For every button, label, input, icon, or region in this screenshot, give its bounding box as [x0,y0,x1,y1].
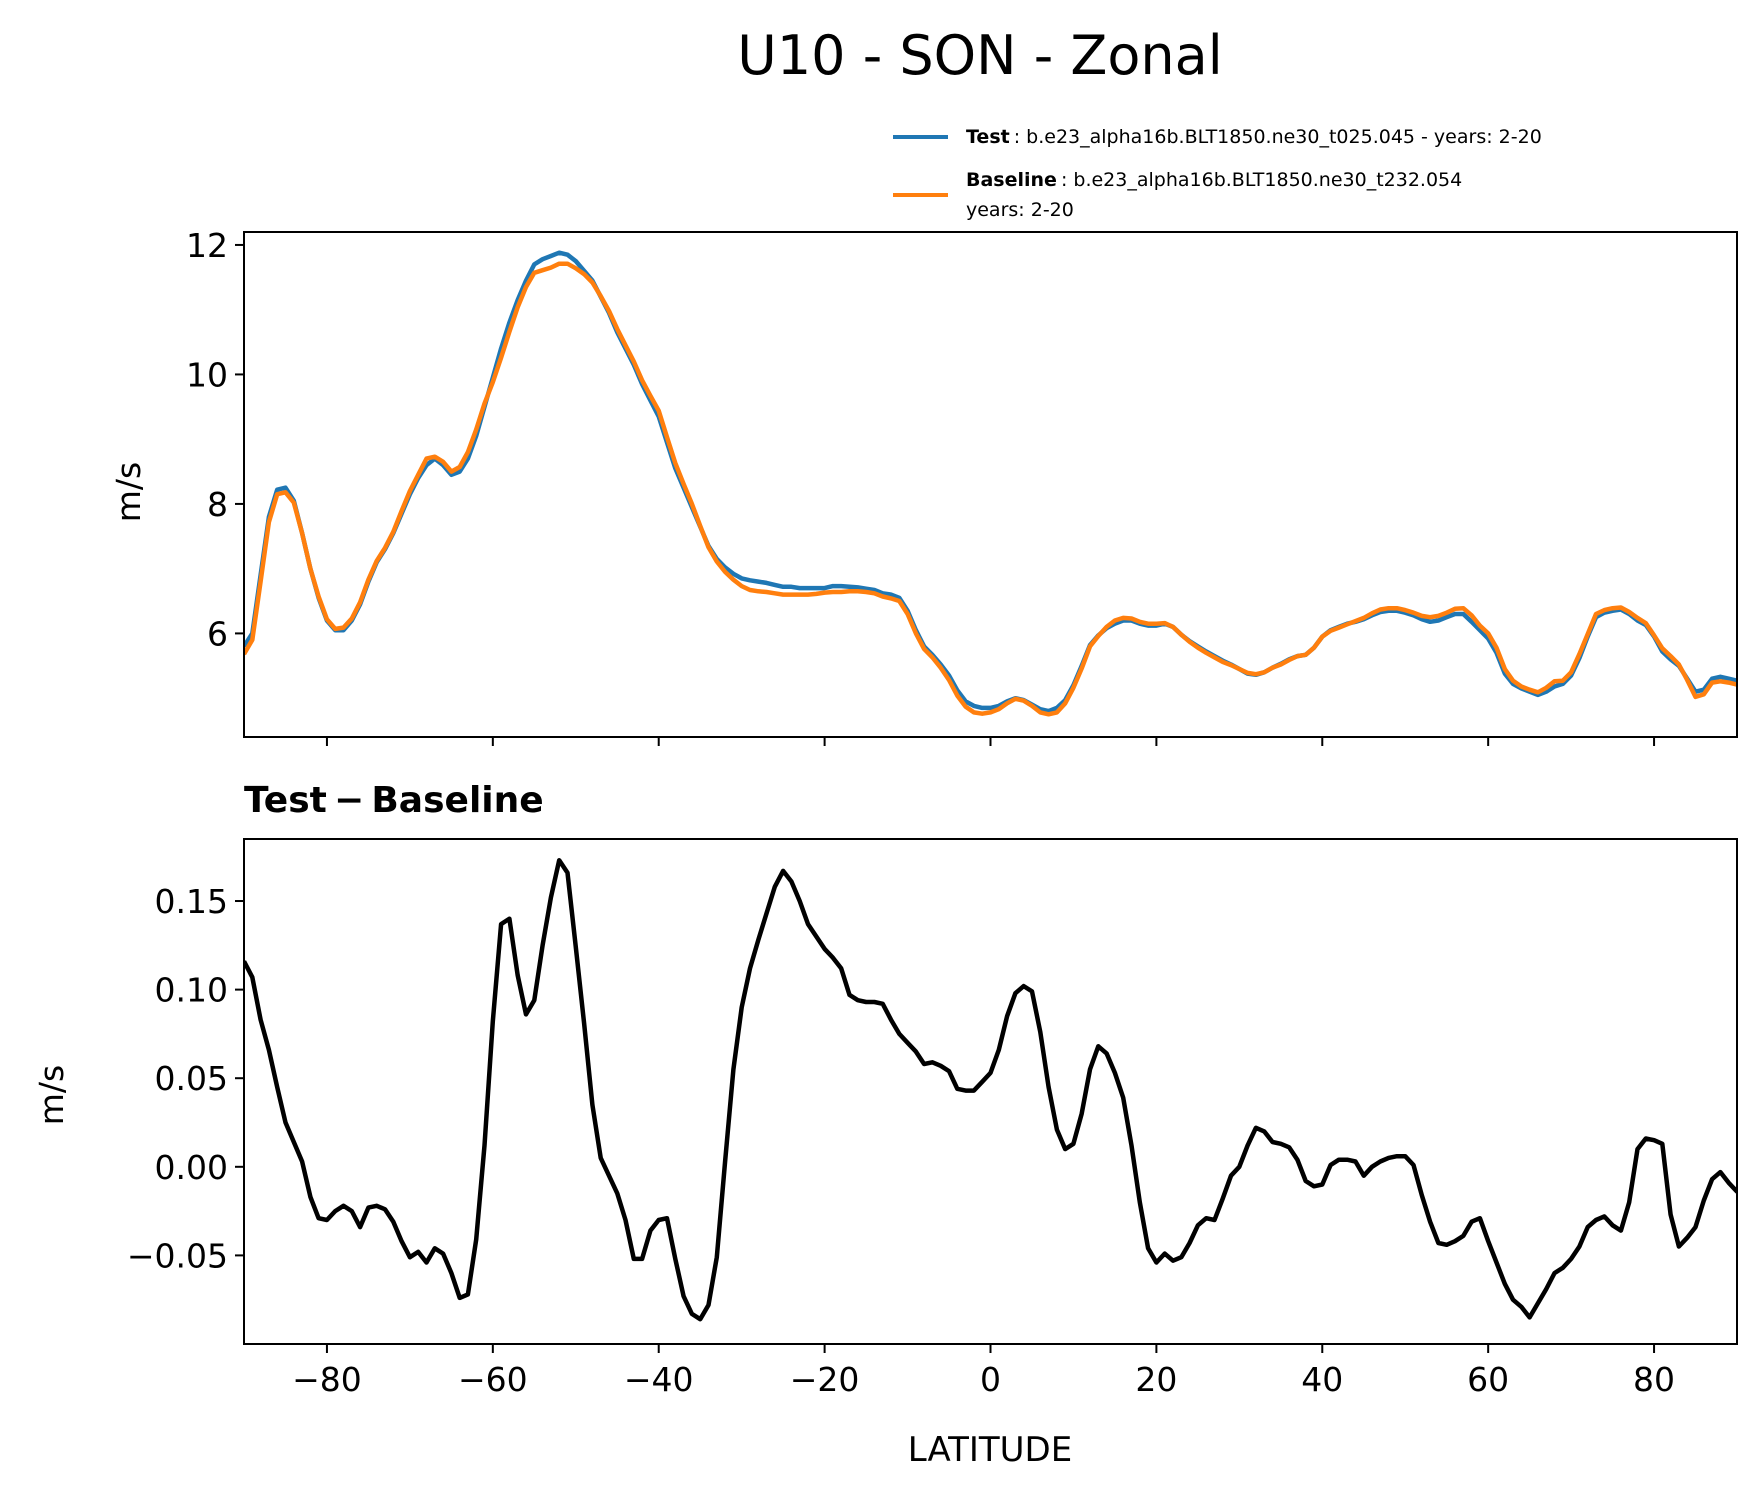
bottom-axes-title: Test − Baseline [244,780,544,821]
top-series [244,250,1737,717]
bottom-series [244,858,1737,1322]
legend-test-entry: Test: b.e23_alpha16b.BLT1850.ne30_t025.0… [966,126,1542,148]
bot-xtick-label: 40 [1301,1360,1343,1399]
top-ytick-label: 12 [186,226,228,265]
bottom-x-ticks: −80 −60 −40 −20 0 20 40 60 80 [292,1344,1675,1399]
bot-xtick-label: −20 [790,1360,860,1399]
legend-baseline-entry: Baseline: b.e23_alpha16b.BLT1850.ne30_t2… [966,169,1462,191]
top-series-line-baseline [244,261,1737,717]
top-ytick-label: 6 [207,614,228,653]
bot-series-line-test-baseline [244,858,1737,1322]
bottom-axes-frame [243,838,1738,1345]
bot-ytick-label: 0.10 [155,971,228,1010]
bottom-ylabel: m/s [32,1065,71,1125]
bot-ytick-label: 0.15 [155,882,228,921]
legend-baseline-desc: : b.e23_alpha16b.BLT1850.ne30_t232.054 [1061,169,1462,191]
bot-ytick-label: 0.05 [155,1059,228,1098]
top-x-ticks [325,737,1656,746]
top-ylabel: m/s [109,462,148,522]
legend-test-label: Test [966,126,1010,148]
bottom-axes: Test − Baseline m/s −0.05 0.00 0.05 0.10 0.1… [32,780,1738,1470]
bot-xtick-label: −60 [458,1360,528,1399]
top-ytick-label: 10 [186,355,228,394]
legend-test-desc: : b.e23_alpha16b.BLT1850.ne30_t025.045 -… [1014,126,1542,148]
bottom-y-ticks: −0.05 0.00 0.05 0.10 0.15 [127,882,244,1275]
bottom-xlabel: LATITUDE [908,1430,1072,1470]
bot-xtick-label: 80 [1633,1360,1675,1399]
top-ytick-label: 8 [207,485,228,524]
legend-baseline-desc2: years: 2-20 [966,199,1074,221]
bot-xtick-label: −80 [292,1360,362,1399]
bot-xtick-label: −40 [624,1360,694,1399]
top-axes-frame [243,231,1738,738]
bot-xtick-label: 60 [1467,1360,1509,1399]
figure-title: U10 - SON - Zonal [737,24,1222,87]
bot-ytick-label: 0.00 [155,1148,228,1187]
legend-baseline-label: Baseline [966,169,1057,191]
top-axes: m/s 6 8 10 12 [109,226,1738,746]
bot-xtick-label: 0 [980,1360,1001,1399]
legend: Test: b.e23_alpha16b.BLT1850.ne30_t025.0… [893,126,1542,221]
top-y-ticks: 6 8 10 12 [186,226,244,653]
bot-ytick-label: −0.05 [127,1236,228,1275]
bot-xtick-label: 20 [1135,1360,1177,1399]
